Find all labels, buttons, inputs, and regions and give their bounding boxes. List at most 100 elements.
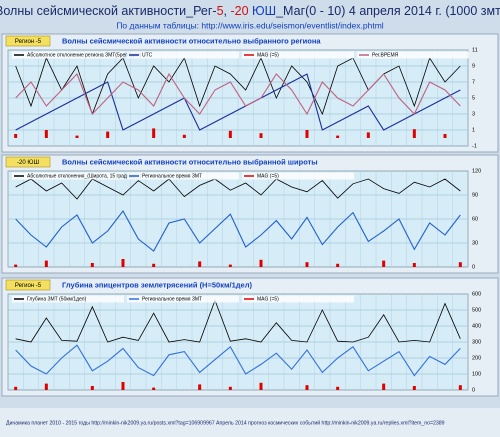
- mag-bar: [228, 264, 232, 267]
- mag-bar: [305, 385, 309, 390]
- mag-bar: [44, 130, 48, 138]
- y-tick-label: 7: [472, 79, 475, 85]
- mag-bar: [366, 132, 370, 138]
- series-line: [15, 72, 461, 116]
- mag-bar: [14, 264, 18, 267]
- region-label: -20 ЮШ: [17, 160, 39, 166]
- mag-bar: [90, 263, 94, 267]
- mag-bar: [336, 386, 340, 390]
- region-label: Регион -5: [15, 39, 42, 45]
- mag-bar: [75, 135, 79, 138]
- mag-bar: [182, 134, 186, 138]
- panel-title: Глубина эпицентров землетрясений (Н=50км…: [62, 280, 252, 289]
- legend-label: UTC: [142, 52, 153, 58]
- mag-bar: [14, 134, 18, 138]
- mag-bar: [305, 130, 309, 138]
- mag-bar: [259, 382, 263, 390]
- series-line: [15, 209, 461, 252]
- mag-bar: [44, 383, 48, 390]
- mag-bar: [412, 263, 416, 267]
- mag-bar: [152, 263, 156, 267]
- mag-bar: [382, 260, 386, 267]
- legend-bg: [12, 51, 124, 59]
- y-tick-label: 100: [472, 371, 481, 377]
- mag-bar: [458, 262, 462, 267]
- mag-bar: [228, 386, 232, 390]
- mag-bar: [121, 382, 125, 390]
- region-box: [5, 156, 51, 168]
- legend-label: Глубина ЗМТ (50км/1дел): [27, 296, 87, 302]
- legend-label: Региональное время ЗМТ: [142, 173, 202, 179]
- series-line: [15, 344, 461, 377]
- legend-label: MAG (=5): [257, 52, 279, 58]
- y-tick-label: 90: [472, 192, 478, 198]
- series-line: [15, 178, 461, 200]
- footer-bg: [0, 408, 500, 437]
- title-part: ЮШ: [249, 4, 277, 18]
- mag-bar: [259, 133, 263, 138]
- legend-bg: [357, 51, 469, 59]
- legend-bg: [127, 295, 239, 303]
- y-tick-label: -1: [472, 143, 477, 149]
- legend-label: Региональное время ЗМТ: [142, 296, 202, 302]
- legend-label: Абсолютное отклонение региона ЗМТ(5рег/2…: [27, 52, 142, 58]
- legend-label: MAG (=5): [257, 296, 279, 302]
- mag-bar: [152, 387, 156, 390]
- mag-bar: [336, 135, 340, 138]
- region-box: [5, 279, 51, 291]
- y-tick-label: 60: [472, 216, 478, 222]
- legend-bg: [127, 51, 239, 59]
- title-part: Волны сейсмической активности_Рег-: [0, 4, 217, 18]
- mag-bar: [382, 383, 386, 390]
- mag-bar: [412, 386, 416, 390]
- title-part: _Маг(0 - 10) 4 апреля 2014 г. (1000 змт): [275, 4, 500, 18]
- mag-bar: [198, 384, 202, 390]
- y-tick-label: 120: [472, 168, 481, 174]
- legend-bg: [12, 172, 124, 180]
- title-part: ,: [224, 4, 231, 18]
- mag-bar: [443, 134, 447, 138]
- legend-label: Абсолютные отклонения_(Широта, 15 град/1…: [27, 173, 141, 179]
- legend-bg: [12, 295, 124, 303]
- y-tick-label: 500: [472, 307, 481, 313]
- legend-bg: [127, 172, 239, 180]
- y-tick-label: 0: [472, 264, 475, 270]
- mag-bar: [305, 262, 309, 267]
- panel-title: Волны сейсмической активности относитель…: [62, 157, 318, 166]
- y-tick-label: 30: [472, 240, 478, 246]
- mag-bar: [458, 385, 462, 390]
- title-part: -20: [230, 4, 248, 18]
- mag-bar: [14, 386, 18, 390]
- footer: Динамика планет 2010 - 2015 годы http://…: [6, 419, 445, 426]
- mag-bar: [228, 130, 232, 138]
- y-tick-label: 400: [472, 323, 481, 329]
- mag-bar: [106, 131, 110, 138]
- y-tick-label: 600: [472, 291, 481, 297]
- y-tick-label: 200: [472, 355, 481, 361]
- series-line: [15, 299, 461, 343]
- region-label: Регион -5: [15, 283, 42, 289]
- title-part: 5: [217, 4, 224, 18]
- y-tick-label: 0: [472, 387, 475, 393]
- region-box: [5, 35, 51, 47]
- series-line: [15, 73, 461, 131]
- y-tick-label: 5: [472, 95, 475, 101]
- y-tick-label: 1: [472, 127, 475, 133]
- mag-bar: [121, 259, 125, 267]
- legend-bg: [242, 51, 354, 59]
- mag-bar: [90, 386, 94, 390]
- panel-title: Волны сейсмической активности относитель…: [62, 36, 321, 45]
- mag-bar: [44, 260, 48, 267]
- y-tick-label: 9: [472, 63, 475, 69]
- y-tick-label: 3: [472, 111, 475, 117]
- subtitle: По данным таблицы: http://www.iris.edu/s…: [116, 20, 383, 30]
- page-title: Волны сейсмической активности_Рег-5, -20…: [0, 4, 500, 18]
- legend-bg: [242, 172, 354, 180]
- mag-bar: [152, 128, 156, 138]
- legend-label: MAG (=5): [257, 173, 279, 179]
- legend-bg: [242, 295, 354, 303]
- mag-bar: [412, 129, 416, 138]
- mag-bar: [336, 263, 340, 267]
- y-tick-label: 300: [472, 339, 481, 345]
